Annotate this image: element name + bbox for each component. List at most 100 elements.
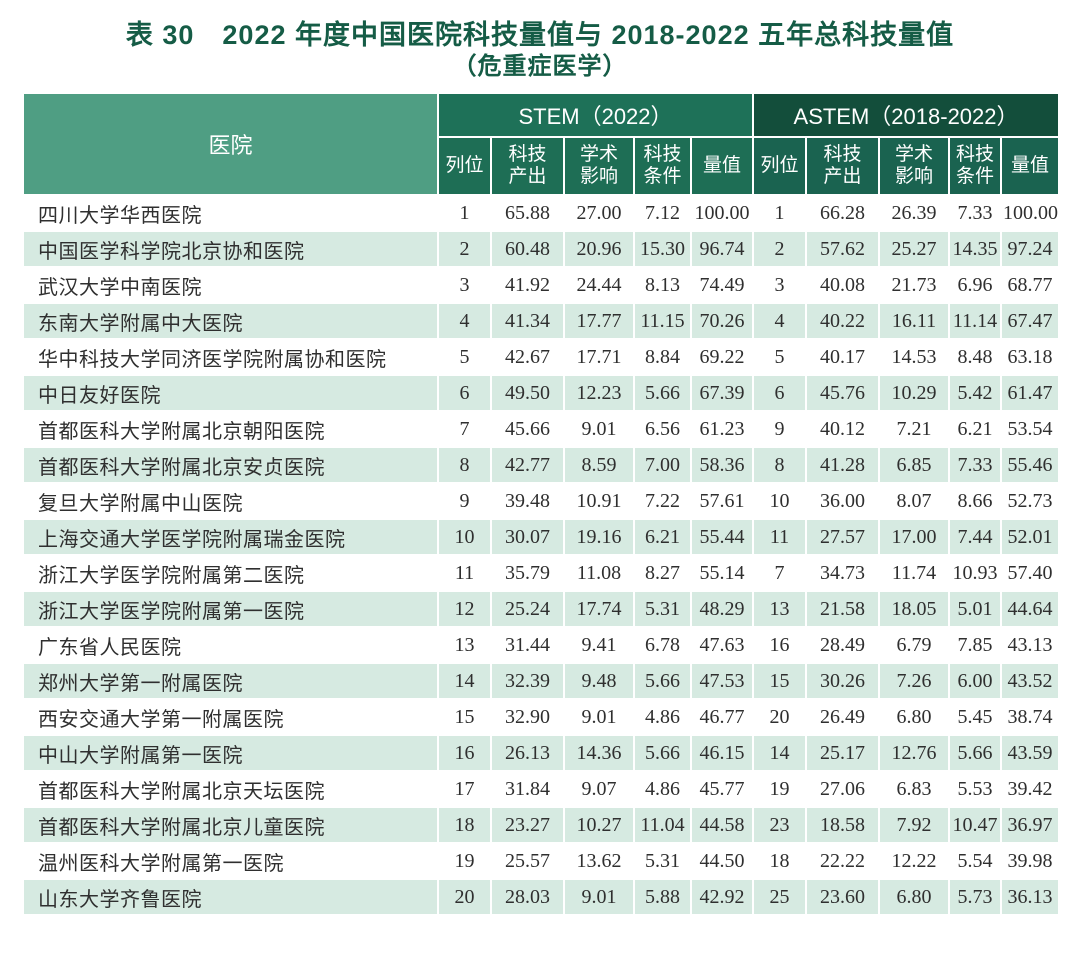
value-cell: 16	[752, 626, 808, 664]
value-cell: 28.03	[490, 878, 565, 916]
hospital-name: 中山大学附属第一医院	[22, 734, 439, 772]
value-cell: 9	[437, 482, 492, 520]
value-cell: 5.73	[948, 878, 1003, 916]
value-cell: 69.22	[689, 338, 755, 376]
group-header-astem: ASTEM（2018-2022）	[752, 92, 1061, 138]
value-cell: 46.77	[689, 698, 755, 736]
value-cell: 12.76	[878, 734, 951, 772]
value-cell: 24.44	[563, 266, 635, 304]
value-cell: 10.29	[878, 374, 951, 412]
value-cell: 10.91	[563, 482, 635, 520]
table-row: 西安交通大学第一附属医院 15 32.90 9.01 4.86 46.77 20 26.49 6…	[22, 698, 1061, 736]
value-cell: 39.42	[1000, 770, 1061, 808]
value-cell: 17.71	[563, 338, 635, 376]
value-cell: 7.26	[878, 662, 951, 700]
table-row: 浙江大学医学院附属第一医院 12 25.24 17.74 5.31 48.29 13 21.5…	[22, 590, 1061, 628]
hospital-name: 浙江大学医学院附属第一医院	[22, 590, 439, 628]
value-cell: 67.39	[689, 374, 755, 412]
hospital-name: 首都医科大学附属北京朝阳医院	[22, 410, 439, 448]
value-cell: 8.48	[948, 338, 1003, 376]
hospital-name: 广东省人民医院	[22, 626, 439, 664]
value-cell: 41.92	[490, 266, 565, 304]
value-cell: 7.00	[633, 446, 692, 484]
value-cell: 74.49	[689, 266, 755, 304]
value-cell: 48.29	[689, 590, 755, 628]
value-cell: 13	[752, 590, 808, 628]
value-cell: 6.96	[948, 266, 1003, 304]
hospital-name: 东南大学附属中大医院	[22, 302, 439, 340]
value-cell: 32.39	[490, 662, 565, 700]
value-cell: 44.64	[1000, 590, 1061, 628]
value-cell: 4	[752, 302, 808, 340]
value-cell: 7.12	[633, 194, 692, 232]
value-cell: 18.58	[805, 806, 881, 844]
hospital-name: 华中科技大学同济医学院附属协和医院	[22, 338, 439, 376]
value-cell: 11.08	[563, 554, 635, 592]
value-cell: 5.42	[948, 374, 1003, 412]
col-header-stem-value: 量值	[689, 136, 755, 196]
value-cell: 14.36	[563, 734, 635, 772]
table-row: 首都医科大学附属北京天坛医院 17 31.84 9.07 4.86 45.77 19 27.0…	[22, 770, 1061, 808]
value-cell: 40.08	[805, 266, 881, 304]
value-cell: 20	[437, 878, 492, 916]
value-cell: 6	[437, 374, 492, 412]
table-row: 首都医科大学附属北京儿童医院 18 23.27 10.27 11.04 44.58 23 18…	[22, 806, 1061, 844]
value-cell: 100.00	[1000, 194, 1061, 232]
value-cell: 40.22	[805, 302, 881, 340]
col-header-astem-output: 科技 产出	[805, 136, 881, 196]
value-cell: 8.07	[878, 482, 951, 520]
value-cell: 42.77	[490, 446, 565, 484]
value-cell: 4.86	[633, 698, 692, 736]
value-cell: 8.27	[633, 554, 692, 592]
value-cell: 21.58	[805, 590, 881, 628]
title-line-2: （危重症医学）	[452, 53, 628, 80]
value-cell: 41.28	[805, 446, 881, 484]
value-cell: 8.66	[948, 482, 1003, 520]
value-cell: 5	[752, 338, 808, 376]
value-cell: 5.66	[948, 734, 1003, 772]
value-cell: 13.62	[563, 842, 635, 880]
table-header: 医院 STEM（2022） ASTEM（2018-2022） 列位 科技 产出 …	[22, 92, 1061, 196]
value-cell: 15.30	[633, 230, 692, 268]
table-row: 中国医学科学院北京协和医院 2 60.48 20.96 15.30 96.74 2 57.62…	[22, 230, 1061, 268]
value-cell: 5.45	[948, 698, 1003, 736]
value-cell: 20.96	[563, 230, 635, 268]
value-cell: 36.13	[1000, 878, 1061, 916]
value-cell: 38.74	[1000, 698, 1061, 736]
value-cell: 27.57	[805, 518, 881, 556]
value-cell: 42.92	[689, 878, 755, 916]
value-cell: 7.33	[948, 194, 1003, 232]
value-cell: 8	[437, 446, 492, 484]
value-cell: 63.18	[1000, 338, 1061, 376]
value-cell: 15	[752, 662, 808, 700]
value-cell: 7.21	[878, 410, 951, 448]
value-cell: 11	[437, 554, 492, 592]
value-cell: 55.14	[689, 554, 755, 592]
value-cell: 32.90	[490, 698, 565, 736]
value-cell: 5.88	[633, 878, 692, 916]
value-cell: 40.12	[805, 410, 881, 448]
hospital-name: 中国医学科学院北京协和医院	[22, 230, 439, 268]
value-cell: 2	[437, 230, 492, 268]
value-cell: 19	[437, 842, 492, 880]
value-cell: 7	[752, 554, 808, 592]
value-cell: 5.66	[633, 734, 692, 772]
table-row: 武汉大学中南医院 3 41.92 24.44 8.13 74.49 3 40.08 21.73 6…	[22, 266, 1061, 304]
value-cell: 60.48	[490, 230, 565, 268]
value-cell: 11.04	[633, 806, 692, 844]
col-header-astem-condition: 科技 条件	[948, 136, 1003, 196]
hospital-name: 温州医科大学附属第一医院	[22, 842, 439, 880]
value-cell: 96.74	[689, 230, 755, 268]
value-cell: 16.11	[878, 302, 951, 340]
value-cell: 35.79	[490, 554, 565, 592]
value-cell: 14	[752, 734, 808, 772]
value-cell: 4.86	[633, 770, 692, 808]
value-cell: 3	[437, 266, 492, 304]
value-cell: 11	[752, 518, 808, 556]
table-row: 中山大学附属第一医院 16 26.13 14.36 5.66 46.15 14 25.17 12…	[22, 734, 1061, 772]
value-cell: 23	[752, 806, 808, 844]
value-cell: 5.31	[633, 842, 692, 880]
hospital-name: 首都医科大学附属北京天坛医院	[22, 770, 439, 808]
value-cell: 5.53	[948, 770, 1003, 808]
value-cell: 30.26	[805, 662, 881, 700]
